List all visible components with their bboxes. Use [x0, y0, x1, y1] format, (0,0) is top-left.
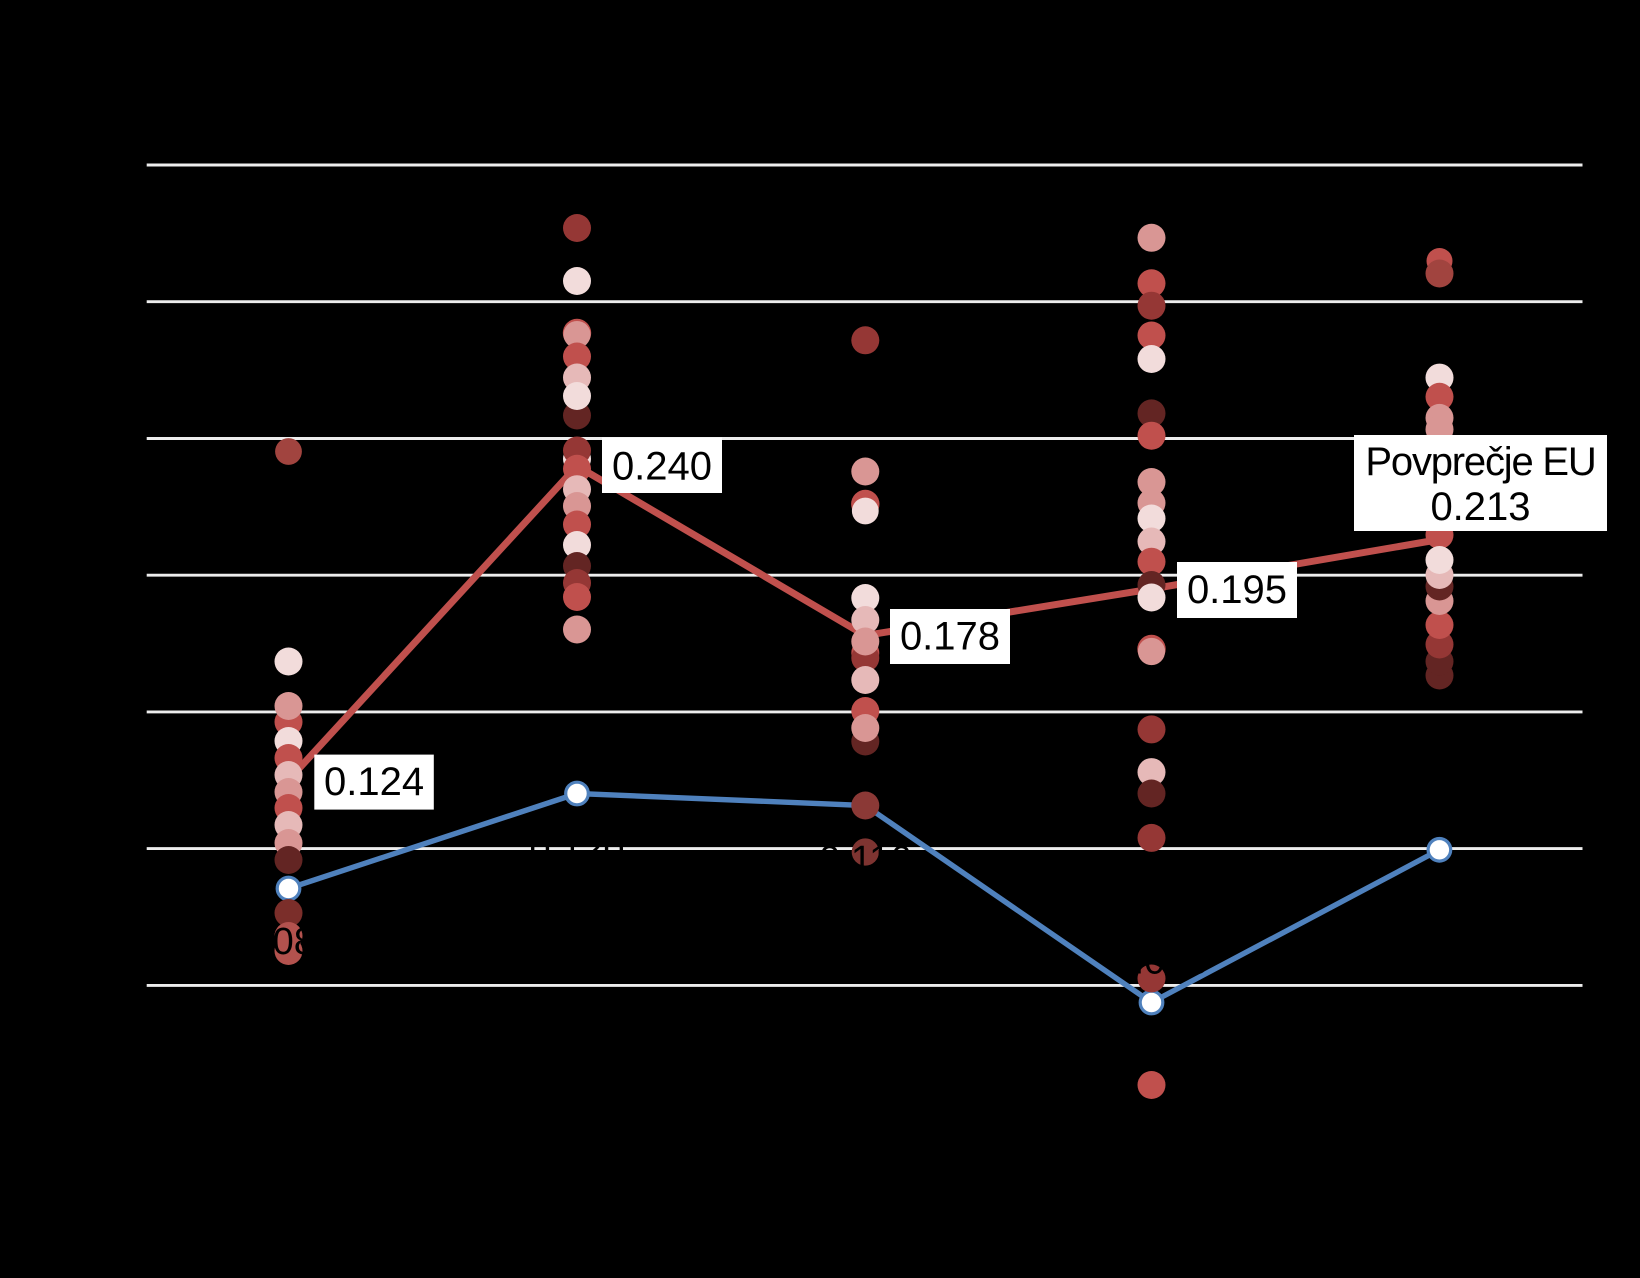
svg-text:0.213: 0.213 [1430, 485, 1530, 529]
svg-text:0.124: 0.124 [324, 760, 424, 804]
svg-text:0.240: 0.240 [612, 445, 712, 489]
svg-text:0.116: 0.116 [819, 839, 911, 881]
svg-text:Povprečje EU: Povprečje EU [1365, 440, 1595, 484]
svg-text:0.043: 0.043 [1112, 941, 1207, 983]
svg-text:0.195: 0.195 [1187, 568, 1287, 612]
svg-text:0.120: 0.120 [529, 829, 624, 871]
svg-text:0.100: 0.100 [1392, 883, 1487, 925]
svg-text:0.178: 0.178 [900, 615, 1000, 659]
svg-text:0.085: 0.085 [241, 921, 336, 963]
